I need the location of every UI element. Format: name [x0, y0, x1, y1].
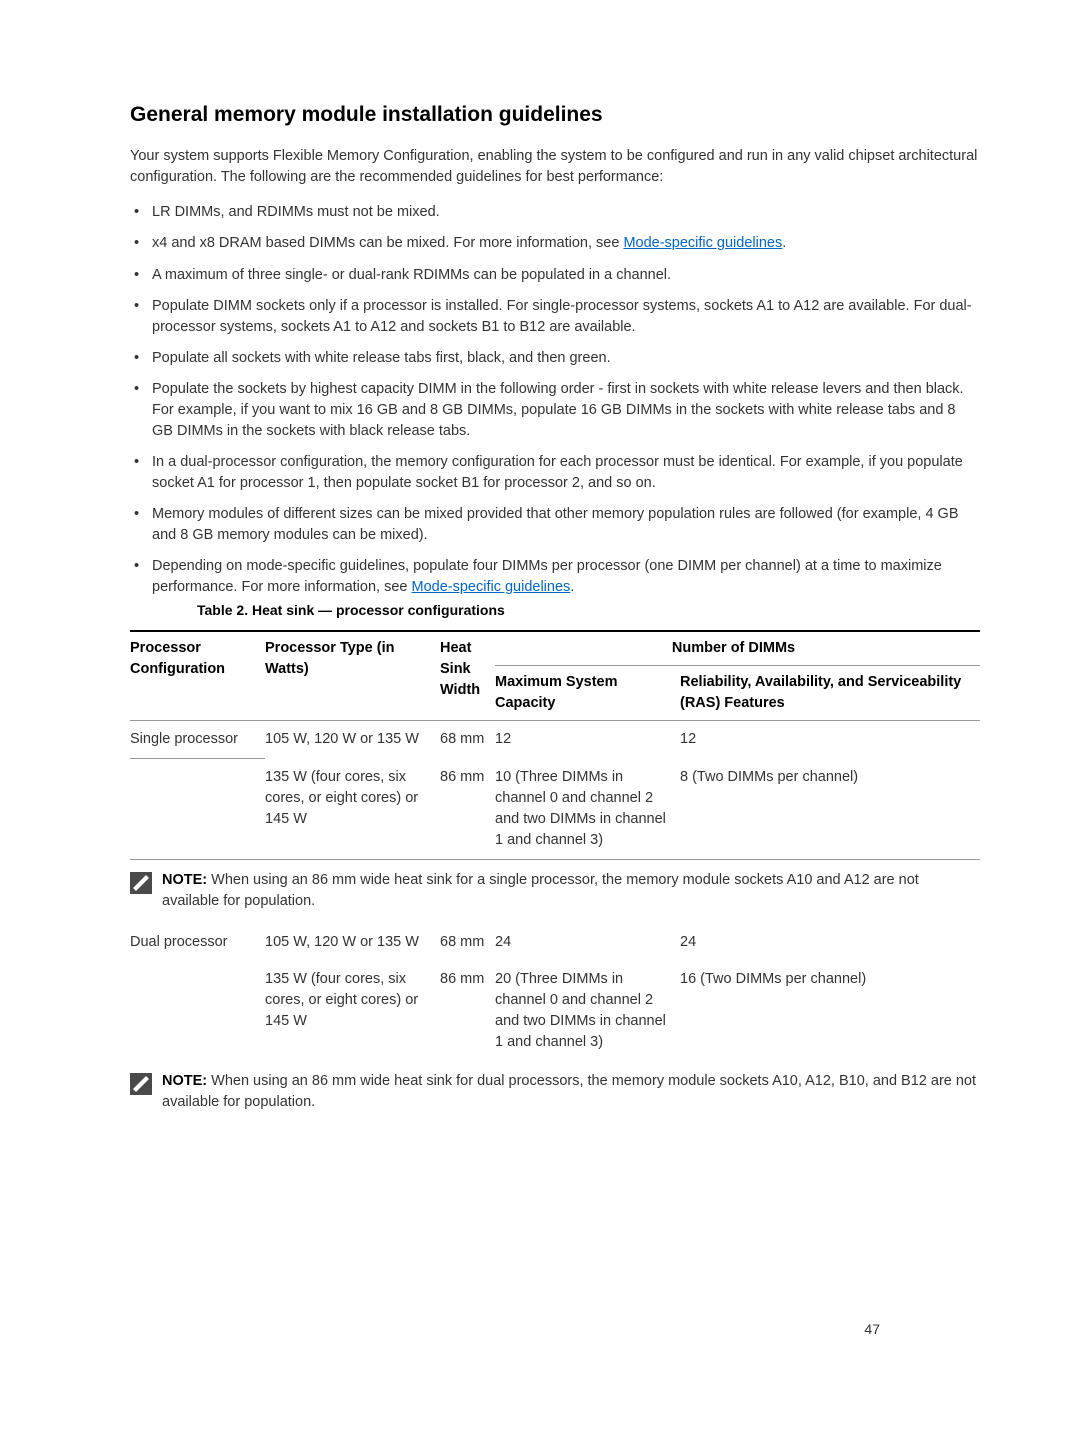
mode-guidelines-link[interactable]: Mode-specific guidelines — [623, 235, 782, 251]
note-text: NOTE: When using an 86 mm wide heat sink… — [162, 870, 980, 912]
table-row: Single processor 105 W, 120 W or 135 W 6… — [130, 721, 980, 759]
cell-max: 12 — [495, 721, 680, 759]
bullet-text: Memory modules of different sizes can be… — [152, 506, 959, 543]
th-processor-type: Processor Type (in Watts) — [265, 631, 440, 721]
th-processor-config: Processor Configuration — [130, 631, 265, 721]
note-icon — [130, 1073, 152, 1102]
th-number-dimms: Number of DIMMs — [495, 631, 980, 666]
bullet-text: In a dual-processor configuration, the m… — [152, 454, 963, 491]
cell-max: 24 — [495, 924, 680, 961]
note-block-dual: NOTE: When using an 86 mm wide heat sink… — [130, 1071, 980, 1113]
cell-max: 20 (Three DIMMs in channel 0 and channel… — [495, 961, 680, 1061]
page: General memory module installation guide… — [130, 100, 980, 1394]
heatsink-table: Processor Configuration Processor Type (… — [130, 630, 980, 860]
cell-type: 105 W, 120 W or 135 W — [265, 721, 440, 759]
cell-width: 68 mm — [440, 924, 495, 961]
bullet-text-post: . — [570, 579, 574, 595]
cell-type: 135 W (four cores, six cores, or eight c… — [265, 961, 440, 1061]
list-item: Populate all sockets with white release … — [130, 348, 980, 369]
bullet-text-post: . — [782, 235, 786, 251]
bullet-text: Populate the sockets by highest capacity… — [152, 381, 964, 439]
cell-type: 135 W (four cores, six cores, or eight c… — [265, 759, 440, 860]
table-caption: Table 2. Heat sink — processor configura… — [197, 600, 980, 620]
cell-ras: 8 (Two DIMMs per channel) — [680, 759, 980, 860]
guidelines-list: LR DIMMs, and RDIMMs must not be mixed. … — [130, 202, 980, 620]
note-block-single: NOTE: When using an 86 mm wide heat sink… — [130, 870, 980, 912]
cell-config — [130, 759, 265, 860]
cell-config: Dual processor — [130, 924, 265, 961]
table-row: Dual processor 105 W, 120 W or 135 W 68 … — [130, 924, 980, 961]
bullet-text: x4 and x8 DRAM based DIMMs can be mixed.… — [152, 235, 623, 251]
cell-width: 86 mm — [440, 759, 495, 860]
table-row: 135 W (four cores, six cores, or eight c… — [130, 961, 980, 1061]
intro-paragraph: Your system supports Flexible Memory Con… — [130, 146, 980, 188]
cell-max: 10 (Three DIMMs in channel 0 and channel… — [495, 759, 680, 860]
cell-ras: 12 — [680, 721, 980, 759]
bullet-text: LR DIMMs, and RDIMMs must not be mixed. — [152, 204, 440, 220]
bullet-text: Populate DIMM sockets only if a processo… — [152, 298, 972, 335]
bullet-text: A maximum of three single- or dual-rank … — [152, 267, 671, 283]
cell-type: 105 W, 120 W or 135 W — [265, 924, 440, 961]
th-heatsink-width: Heat Sink Width — [440, 631, 495, 721]
list-item: Populate the sockets by highest capacity… — [130, 379, 980, 442]
th-max-capacity: Maximum System Capacity — [495, 666, 680, 721]
note-body: When using an 86 mm wide heat sink for d… — [162, 1073, 976, 1110]
page-number: 47 — [864, 1319, 880, 1339]
cell-ras: 16 (Two DIMMs per channel) — [680, 961, 980, 1061]
cell-width: 86 mm — [440, 961, 495, 1061]
list-item: Depending on mode-specific guidelines, p… — [130, 556, 980, 620]
cell-config — [130, 961, 265, 1061]
cell-ras: 24 — [680, 924, 980, 961]
heatsink-table-dual: Dual processor 105 W, 120 W or 135 W 68 … — [130, 924, 980, 1061]
mode-guidelines-link[interactable]: Mode-specific guidelines — [412, 579, 571, 595]
list-item: In a dual-processor configuration, the m… — [130, 452, 980, 494]
list-item: x4 and x8 DRAM based DIMMs can be mixed.… — [130, 233, 980, 254]
note-body: When using an 86 mm wide heat sink for a… — [162, 872, 919, 909]
section-heading: General memory module installation guide… — [130, 100, 980, 130]
bullet-text: Populate all sockets with white release … — [152, 350, 611, 366]
list-item: Populate DIMM sockets only if a processo… — [130, 296, 980, 338]
list-item: LR DIMMs, and RDIMMs must not be mixed. — [130, 202, 980, 223]
cell-width: 68 mm — [440, 721, 495, 759]
list-item: Memory modules of different sizes can be… — [130, 504, 980, 546]
note-label: NOTE: — [162, 872, 207, 888]
note-text: NOTE: When using an 86 mm wide heat sink… — [162, 1071, 980, 1113]
note-icon — [130, 872, 152, 901]
list-item: A maximum of three single- or dual-rank … — [130, 265, 980, 286]
th-ras-features: Reliability, Availability, and Serviceab… — [680, 666, 980, 721]
cell-config: Single processor — [130, 721, 265, 759]
note-label: NOTE: — [162, 1073, 207, 1089]
table-row: 135 W (four cores, six cores, or eight c… — [130, 759, 980, 860]
